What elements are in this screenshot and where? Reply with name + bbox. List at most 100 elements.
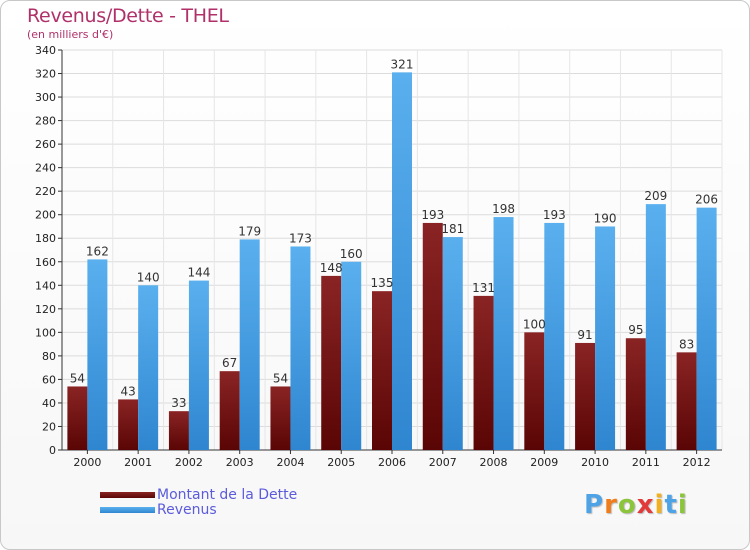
revenus-value-label: 140: [137, 270, 160, 284]
revenus-bar: [239, 239, 260, 450]
x-tick-label: 2004: [276, 456, 304, 469]
dette-bar: [676, 352, 697, 450]
x-tick-label: 2007: [429, 456, 457, 469]
y-tick-label: 320: [35, 68, 56, 81]
dette-value-label: 54: [70, 371, 85, 385]
dette-value-label: 54: [273, 371, 288, 385]
revenus-value-label: 198: [492, 202, 515, 216]
y-tick-label: 280: [35, 115, 56, 128]
revenus-bar: [544, 222, 565, 450]
revenus-value-label: 160: [340, 247, 363, 261]
logo-letter: i: [677, 490, 688, 520]
revenus-value-label: 173: [289, 231, 312, 245]
dette-value-label: 67: [222, 356, 237, 370]
dette-value-label: 33: [171, 396, 186, 410]
legend-item-revenus: Revenus: [100, 501, 297, 518]
x-tick-label: 2010: [581, 456, 609, 469]
revenus-bar: [595, 226, 616, 450]
dette-bar: [524, 332, 545, 450]
x-tick-label: 2003: [226, 456, 254, 469]
dette-value-label: 91: [577, 328, 592, 342]
revenus-value-label: 181: [441, 222, 464, 236]
dette-bar: [422, 222, 443, 450]
dette-value-label: 193: [421, 208, 444, 222]
dette-value-label: 83: [679, 337, 694, 351]
legend-label-revenus: Revenus: [157, 501, 217, 518]
y-tick-label: 100: [35, 326, 56, 339]
y-tick-label: 20: [42, 420, 56, 433]
dette-bar: [67, 386, 88, 450]
revenus-bar: [188, 280, 209, 450]
dette-bar: [625, 338, 646, 450]
chart-title: Revenus/Dette - THEL: [27, 5, 229, 27]
revenus-bar: [341, 261, 362, 450]
dette-bar: [168, 411, 189, 450]
revenus-bar: [87, 259, 108, 450]
legend-label-dette: Montant de la Dette: [157, 486, 298, 503]
revenus-value-label: 321: [391, 57, 414, 71]
logo-letter: P: [584, 490, 605, 520]
y-tick-label: 120: [35, 303, 56, 316]
dette-value-label: 43: [121, 384, 136, 398]
x-tick-label: 2005: [327, 456, 355, 469]
dette-value-label: 148: [320, 261, 343, 275]
logo-letter: o: [617, 490, 637, 520]
x-tick-label: 2008: [480, 456, 508, 469]
y-tick-label: 160: [35, 256, 56, 269]
revenus-value-label: 193: [543, 208, 566, 222]
legend-item-dette: Montant de la Dette: [100, 486, 298, 503]
logo-letter: r: [604, 490, 618, 520]
y-tick-label: 340: [35, 44, 56, 57]
revenus-bar: [392, 72, 412, 451]
x-tick-label: 2001: [124, 456, 152, 469]
y-tick-label: 260: [35, 138, 56, 151]
dette-bar: [473, 295, 494, 450]
revenus-bar: [696, 207, 717, 450]
legend-swatch-revenus: [100, 506, 155, 513]
dette-bar: [575, 342, 596, 450]
revenus-bar: [442, 237, 463, 450]
revenus-value-label: 190: [594, 211, 617, 225]
y-tick-label: 240: [35, 162, 56, 175]
dette-value-label: 95: [628, 323, 643, 337]
proxiti-logo: Proxiti: [584, 490, 688, 520]
dette-bar: [270, 386, 291, 450]
y-tick-label: 60: [42, 373, 56, 386]
y-tick-label: 0: [49, 444, 56, 457]
y-tick-label: 200: [35, 209, 56, 222]
logo-letter: x: [636, 490, 655, 520]
y-tick-label: 220: [35, 185, 56, 198]
dette-value-label: 135: [371, 276, 394, 290]
dette-bar: [372, 291, 392, 450]
revenus-bar: [290, 246, 311, 450]
dette-bar: [118, 399, 139, 450]
dette-bar: [219, 371, 240, 450]
revenus-bar: [138, 285, 159, 450]
dette-value-label: 131: [472, 281, 495, 295]
y-tick-label: 140: [35, 279, 56, 292]
revenus-value-label: 179: [238, 224, 261, 238]
y-tick-label: 80: [42, 350, 56, 363]
dette-value-label: 100: [523, 317, 546, 331]
chart-subtitle: (en milliers d'€): [27, 28, 114, 41]
x-tick-label: 2002: [175, 456, 203, 469]
revenus-value-label: 144: [187, 266, 210, 280]
dette-bar: [321, 275, 342, 450]
revenus-bar: [493, 217, 514, 450]
x-tick-label: 2009: [530, 456, 558, 469]
x-tick-label: 2012: [683, 456, 711, 469]
revenus-value-label: 209: [644, 189, 667, 203]
revenus-bar: [645, 204, 666, 450]
y-tick-label: 180: [35, 232, 56, 245]
x-tick-label: 2011: [632, 456, 660, 469]
y-tick-label: 300: [35, 91, 56, 104]
revenus-value-label: 206: [695, 193, 718, 207]
x-tick-label: 2000: [73, 456, 101, 469]
logo-letter: i: [654, 490, 665, 520]
legend: Montant de la Dette Revenus: [100, 486, 298, 518]
bars: [67, 72, 717, 451]
y-tick-label: 40: [42, 397, 56, 410]
